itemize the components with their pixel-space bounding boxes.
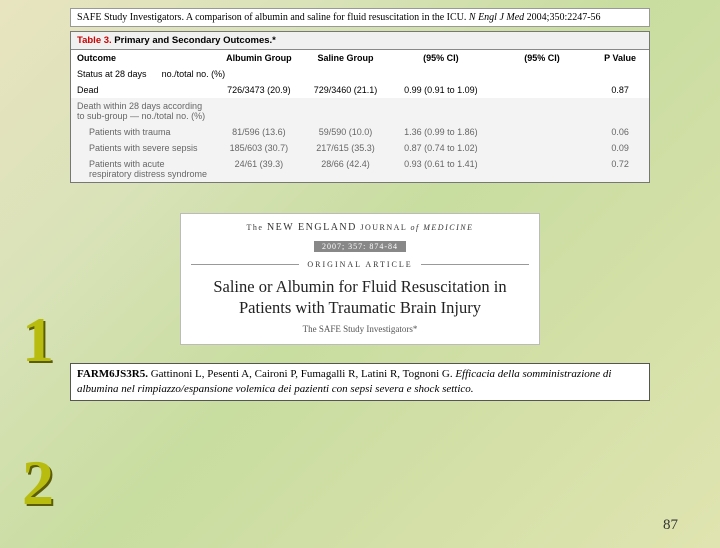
nejm-authors: The SAFE Study Investigators*	[181, 324, 539, 334]
cell-ci1: 0.87 (0.74 to 1.02)	[389, 140, 493, 156]
cell-albumin	[216, 98, 303, 124]
col-albumin: Albumin Group	[216, 50, 303, 66]
nejm-divider: ORIGINAL ARTICLE	[191, 260, 529, 269]
table-title-red: Table 3.	[77, 35, 112, 46]
cell-outcome-label: Patients with acute respiratory distress…	[71, 156, 216, 182]
cell-saline: 59/590 (10.0)	[302, 124, 389, 140]
big-digit-1: 1	[22, 303, 54, 377]
cell-ci1	[389, 98, 493, 124]
cell-saline	[302, 98, 389, 124]
nejm-journal-header: The NEW ENGLAND JOURNAL of MEDICINE	[181, 214, 539, 236]
nejm-article-title: Saline or Albumin for Fluid Resuscitatio…	[181, 277, 539, 324]
cell-outcome-label: Patients with trauma	[71, 124, 216, 140]
divider-line-left	[191, 264, 299, 265]
status-label-text: Status at 28 days	[77, 69, 147, 79]
cell-albumin: 24/61 (39.3)	[216, 156, 303, 182]
table-row: Death within 28 days according to sub-gr…	[71, 98, 649, 124]
nejm-big1: NEW ENGLAND	[267, 222, 357, 233]
citation-pre: SAFE Study Investigators. A comparison o…	[77, 12, 469, 23]
col-outcome: Outcome	[71, 50, 216, 66]
nejm-article-block: The NEW ENGLAND JOURNAL of MEDICINE 2007…	[180, 213, 540, 345]
table-row: Dead726/3473 (20.9)729/3460 (21.1)0.99 (…	[71, 82, 649, 98]
table: Outcome Albumin Group Saline Group (95% …	[71, 50, 649, 182]
cell-p	[591, 98, 649, 124]
nejm-date-pill: 2007; 357: 874-84	[314, 241, 406, 252]
cell-saline: 729/3460 (21.1)	[302, 82, 389, 98]
table-title: Table 3. Primary and Secondary Outcomes.…	[71, 32, 649, 50]
nejm-suffix: of MEDICINE	[411, 223, 474, 232]
cell-outcome-label: Patients with severe sepsis	[71, 140, 216, 156]
col-ci2: (95% CI)	[493, 50, 591, 66]
col-pvalue: P Value	[591, 50, 649, 66]
cell-saline: 217/615 (35.3)	[302, 140, 389, 156]
col-ci1: (95% CI)	[389, 50, 493, 66]
status-row: Status at 28 days no./total no. (%)	[71, 66, 649, 82]
cell-ci2	[493, 98, 591, 124]
divider-line-right	[421, 264, 529, 265]
cell-ci1: 1.36 (0.99 to 1.86)	[389, 124, 493, 140]
cell-ci1: 0.99 (0.91 to 1.09)	[389, 82, 493, 98]
cell-p: 0.06	[591, 124, 649, 140]
farm-citation: FARM6JS3R5. Gattinoni L, Pesenti A, Cair…	[70, 363, 650, 401]
page-number: 87	[663, 517, 678, 534]
status-label: Status at 28 days no./total no. (%)	[71, 66, 649, 82]
outcomes-table: Table 3. Primary and Secondary Outcomes.…	[70, 31, 650, 183]
table-header-row: Outcome Albumin Group Saline Group (95% …	[71, 50, 649, 66]
table-row: Patients with trauma81/596 (13.6)59/590 …	[71, 124, 649, 140]
cell-albumin: 81/596 (13.6)	[216, 124, 303, 140]
farm-authors: Gattinoni L, Pesenti A, Caironi P, Fumag…	[148, 368, 455, 380]
cell-ci2	[493, 82, 591, 98]
status-subnote: no./total no. (%)	[162, 69, 226, 79]
nejm-pre: The	[247, 223, 267, 232]
cell-saline: 28/66 (42.4)	[302, 156, 389, 182]
big-digit-2: 2	[22, 446, 54, 520]
cell-ci2	[493, 156, 591, 182]
table-row: Patients with severe sepsis185/603 (30.7…	[71, 140, 649, 156]
cell-ci2	[493, 124, 591, 140]
cell-ci1: 0.93 (0.61 to 1.41)	[389, 156, 493, 182]
table-title-black: Primary and Secondary Outcomes.*	[112, 35, 276, 46]
table-row: Patients with acute respiratory distress…	[71, 156, 649, 182]
cell-ci2	[493, 140, 591, 156]
cell-outcome-label: Death within 28 days according to sub-gr…	[71, 98, 216, 124]
cell-outcome-label: Dead	[71, 82, 216, 98]
citation-journal: N Engl J Med	[469, 12, 524, 23]
citation-post: 2004;350:2247-56	[524, 12, 600, 23]
cell-p: 0.09	[591, 140, 649, 156]
col-saline: Saline Group	[302, 50, 389, 66]
top-citation: SAFE Study Investigators. A comparison o…	[70, 8, 650, 27]
cell-albumin: 726/3473 (20.9)	[216, 82, 303, 98]
original-article-label: ORIGINAL ARTICLE	[299, 260, 420, 269]
cell-albumin: 185/603 (30.7)	[216, 140, 303, 156]
cell-p: 0.72	[591, 156, 649, 182]
nejm-mid: JOURNAL	[357, 223, 411, 232]
cell-p: 0.87	[591, 82, 649, 98]
farm-code: FARM6JS3R5.	[77, 368, 148, 380]
